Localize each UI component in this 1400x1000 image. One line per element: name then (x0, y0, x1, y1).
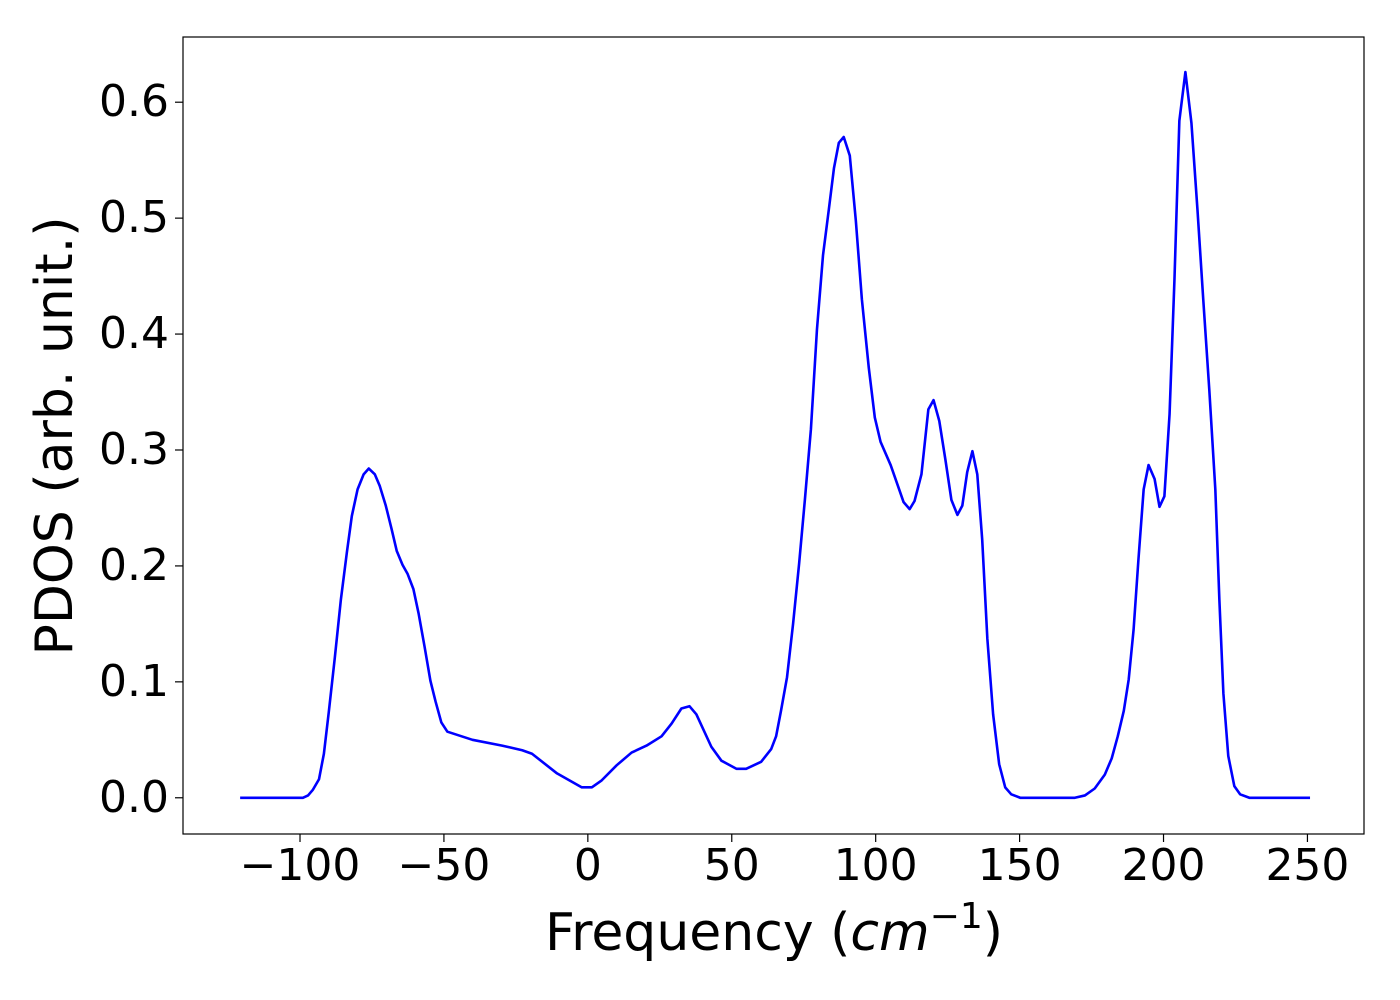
y-tick-label: 0.2 (99, 540, 169, 591)
y-tick-label: 0.6 (99, 76, 169, 127)
y-tick-label: 0.5 (99, 192, 169, 243)
x-tick-label: 150 (978, 840, 1062, 891)
x-tick-label: −50 (397, 840, 490, 891)
x-tick-label: 100 (834, 840, 918, 891)
y-tick-label: 0.0 (99, 772, 169, 823)
x-tick-label: 200 (1122, 840, 1206, 891)
y-axis-label: PDOS (arb. unit.) (25, 216, 85, 655)
y-tick-label: 0.1 (99, 656, 169, 707)
x-tick-label: 50 (704, 840, 760, 891)
x-tick-label: 250 (1265, 840, 1349, 891)
x-tick-label: −100 (240, 840, 361, 891)
plot-frame (182, 36, 1365, 835)
y-tick-label: 0.4 (99, 308, 169, 359)
x-axis-label: Frequency (cm−1) (545, 896, 1003, 963)
x-tick-label: 0 (574, 840, 602, 891)
y-tick-label: 0.3 (99, 424, 169, 475)
line-series (240, 70, 1311, 800)
